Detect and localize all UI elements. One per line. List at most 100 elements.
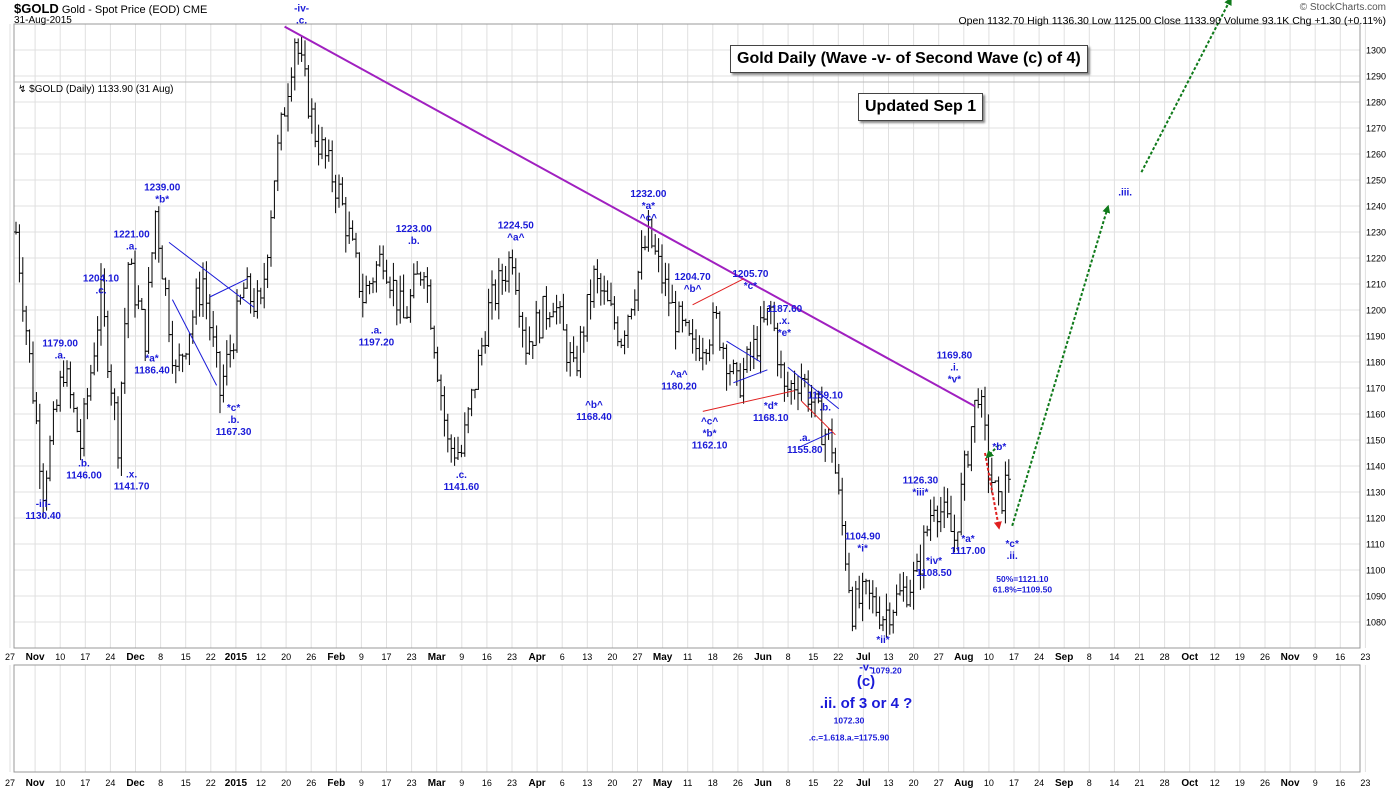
wave-label-line: 1155.80 bbox=[787, 445, 823, 456]
wave-label-line: ^c^ bbox=[701, 417, 718, 428]
date-tick-label: 26 bbox=[1260, 652, 1270, 662]
date-tick-label: 8 bbox=[158, 652, 163, 662]
wave-label-line: *ii* bbox=[876, 635, 889, 646]
date-tick-label: 2015 bbox=[225, 652, 248, 663]
date-tick-label: Mar bbox=[428, 778, 446, 789]
price-tick-label: 1100 bbox=[1366, 566, 1385, 576]
date-tick-label: 10 bbox=[984, 652, 994, 662]
price-tick-label: 1170 bbox=[1366, 384, 1385, 394]
date-tick-label: 13 bbox=[883, 778, 893, 788]
price-tick-label: 1110 bbox=[1366, 540, 1385, 550]
blue-channel-line bbox=[209, 278, 248, 298]
wave-label-line: .ii. bbox=[1007, 551, 1018, 562]
wave-label: 50%=1121.10 61.8%=1109.50 bbox=[993, 574, 1053, 595]
date-tick-label: 23 bbox=[407, 652, 417, 662]
wave-label-line: 1130.40 bbox=[25, 511, 61, 522]
wave-label-line: *b* bbox=[992, 442, 1006, 453]
date-tick-label: 16 bbox=[482, 652, 492, 662]
wave-label: .a. 1155.80 bbox=[787, 433, 823, 456]
date-tick-label: 27 bbox=[934, 778, 944, 788]
wave-label-line: .x. bbox=[779, 316, 790, 327]
wave-label-line: .b. bbox=[78, 458, 90, 469]
wave-label-line: 1232.00 bbox=[630, 189, 667, 200]
price-tick-label: 1240 bbox=[1366, 202, 1386, 212]
resistance-trendline bbox=[284, 25, 976, 408]
date-tick-label: 20 bbox=[607, 652, 617, 662]
wave-label: *d* 1168.10 bbox=[753, 401, 789, 424]
date-tick-label: Oct bbox=[1181, 778, 1198, 789]
wave-label: ^c^ *b* 1162.10 bbox=[692, 417, 728, 452]
date-tick-label: 12 bbox=[256, 652, 266, 662]
wave-label-line: .a. bbox=[371, 325, 382, 336]
date-tick-label: 22 bbox=[206, 778, 216, 788]
wave-label: 1239.00 *b* bbox=[144, 183, 181, 206]
date-tick-label: 9 bbox=[459, 778, 464, 788]
blue-channel-line bbox=[733, 369, 768, 384]
date-tick-label: 9 bbox=[1313, 652, 1318, 662]
wave-label-line: .b. bbox=[819, 402, 831, 413]
wave-label-line: 1146.00 bbox=[66, 470, 102, 481]
price-tick-label: 1140 bbox=[1366, 462, 1385, 472]
date-tick-label: 16 bbox=[1335, 652, 1345, 662]
date-tick-label: 23 bbox=[1360, 652, 1370, 662]
wave-label-line: *a* bbox=[145, 353, 158, 364]
date-tick-label: 14 bbox=[1109, 778, 1119, 788]
price-tick-label: 1160 bbox=[1366, 410, 1385, 420]
date-tick-label: 19 bbox=[1235, 652, 1245, 662]
date-tick-label: 18 bbox=[708, 652, 718, 662]
date-tick-label: Sep bbox=[1055, 652, 1073, 663]
price-tick-label: 1210 bbox=[1366, 280, 1386, 290]
date-tick-label: 16 bbox=[482, 778, 492, 788]
wave-label-line: ^a^ bbox=[507, 232, 524, 243]
price-tick-label: 1280 bbox=[1366, 98, 1386, 108]
wave-label-line: 1186.40 bbox=[134, 365, 170, 376]
date-tick-label: 15 bbox=[808, 652, 818, 662]
wave-label: 1223.00 .b. bbox=[396, 224, 433, 247]
legend-icon: ↯ bbox=[18, 84, 27, 95]
date-tick-label: 8 bbox=[786, 778, 791, 788]
red-channel-line bbox=[702, 390, 795, 412]
date-tick-label: Dec bbox=[126, 652, 145, 663]
date-tick-label: 8 bbox=[158, 778, 163, 788]
wave-label-line: .c. bbox=[456, 470, 467, 481]
date-tick-label: 28 bbox=[1160, 652, 1170, 662]
date-tick-label: 10 bbox=[55, 778, 65, 788]
wave-label-line: *d* bbox=[764, 401, 778, 412]
wave-label: 1169.80 .i. *v* bbox=[937, 351, 973, 386]
wave-label-line: .b. bbox=[408, 236, 420, 247]
price-tick-label: 1230 bbox=[1366, 228, 1386, 238]
wave-label-line: 1307.80 bbox=[284, 0, 321, 3]
wave-label: 1104.90 *i* bbox=[845, 531, 881, 554]
date-tick-label: Oct bbox=[1181, 652, 1198, 663]
date-tick-label: 24 bbox=[105, 652, 115, 662]
wave-label: 1232.00 *a* ^c^ bbox=[630, 189, 667, 224]
date-tick-label: 23 bbox=[507, 778, 517, 788]
wave-label-line: 61.8%=1109.50 bbox=[993, 584, 1053, 594]
wave-label-line: 1168.40 bbox=[576, 412, 612, 423]
ohlc-bars bbox=[14, 36, 1011, 638]
lower-wave-label: 1079.20 bbox=[871, 665, 902, 675]
price-tick-label: 1250 bbox=[1366, 176, 1386, 186]
wave-label-line: 1180.20 bbox=[661, 381, 697, 392]
chart-header: $GOLD Gold - Spot Price (EOD) CME bbox=[14, 1, 207, 16]
price-tick-label: 1120 bbox=[1366, 514, 1385, 524]
wave-label: -iii-1130.40 bbox=[25, 499, 61, 522]
blue-channel-line bbox=[171, 299, 218, 386]
title-box: Gold Daily (Wave -v- of Second Wave (c) … bbox=[730, 45, 1088, 73]
wave-label: 1221.00 .a. bbox=[114, 229, 151, 252]
date-tick-label: 9 bbox=[359, 778, 364, 788]
price-tick-label: 1260 bbox=[1366, 150, 1386, 160]
wave-label: 1187.60 .x. *e* bbox=[767, 304, 803, 339]
date-tick-label: 21 bbox=[1134, 652, 1144, 662]
wave-label: *iv* 1108.50 bbox=[916, 556, 952, 579]
wave-label-line: ^b^ bbox=[684, 284, 702, 295]
date-tick-label: 26 bbox=[733, 652, 743, 662]
price-tick-label: 1220 bbox=[1366, 254, 1386, 264]
wave-label: 1205.70 *c* bbox=[732, 269, 769, 292]
wave-label-line: 1205.70 bbox=[732, 269, 769, 280]
wave-label-line: *b* bbox=[155, 195, 169, 206]
date-tick-label: 24 bbox=[1034, 652, 1044, 662]
upper-panel-frame bbox=[13, 23, 1361, 649]
wave-label-line: *v* bbox=[948, 375, 961, 386]
